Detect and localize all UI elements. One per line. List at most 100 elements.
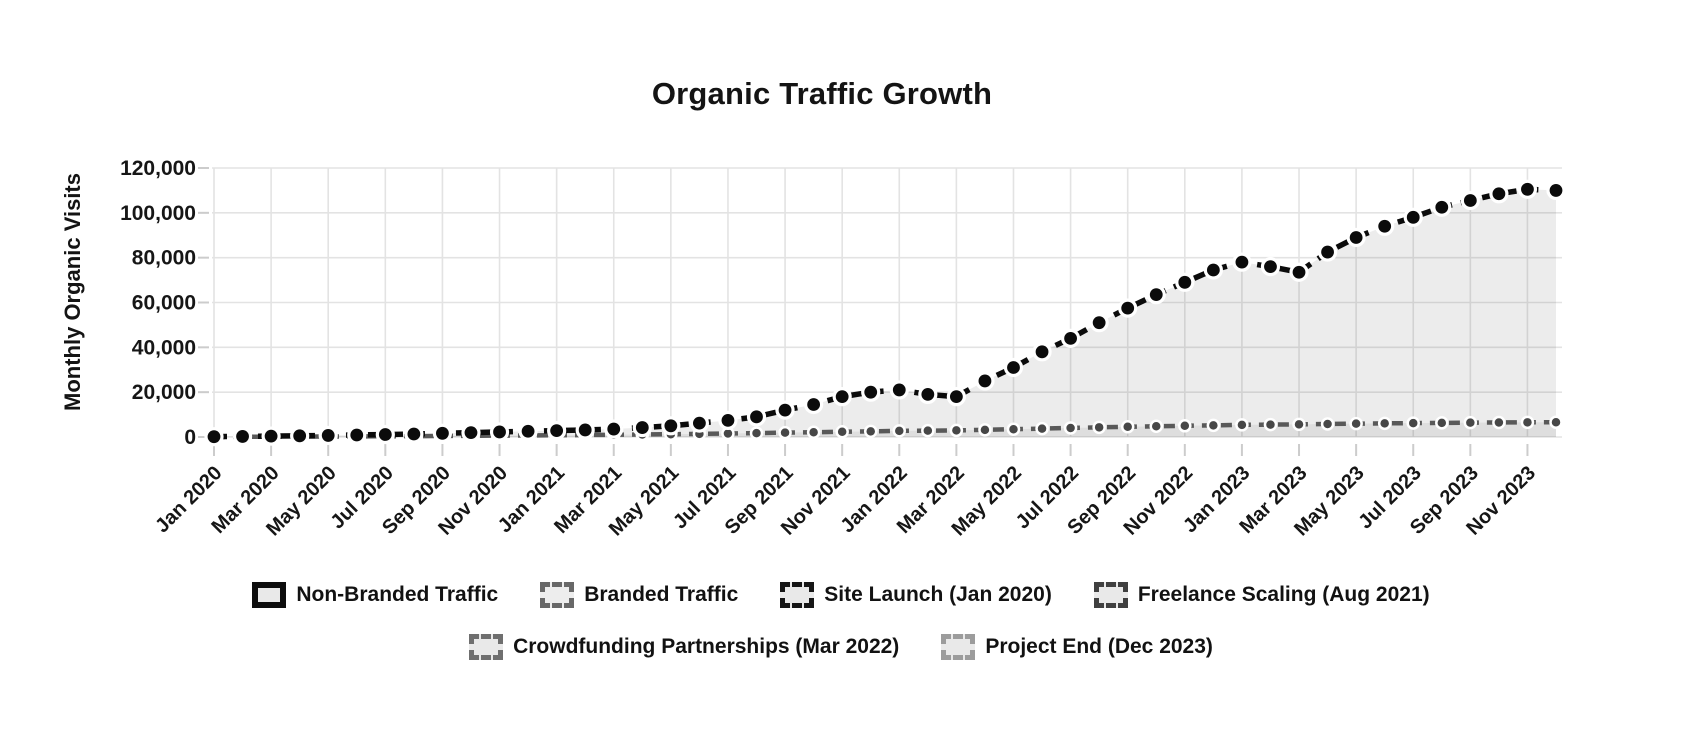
data-point[interactable]	[1060, 328, 1081, 348]
legend-item[interactable]: Project End (Dec 2023)	[941, 634, 1213, 660]
legend-swatch-icon	[540, 582, 575, 608]
data-point[interactable]	[318, 425, 338, 446]
data-point[interactable]	[946, 387, 966, 407]
data-point[interactable]	[204, 427, 224, 447]
data-point[interactable]	[949, 423, 964, 438]
y-tick-label: 60,000	[132, 292, 196, 315]
chart-title: Organic Traffic Growth	[651, 76, 993, 111]
data-point[interactable]	[1346, 227, 1366, 248]
data-point[interactable]	[1032, 342, 1052, 362]
data-point[interactable]	[1432, 197, 1452, 217]
legend-row-2: Crowdfunding Partnerships (Mar 2022) Proj…	[0, 634, 1682, 660]
data-point[interactable]	[718, 410, 738, 431]
data-point[interactable]	[832, 387, 852, 407]
data-point[interactable]	[1146, 285, 1166, 305]
data-point[interactable]	[1063, 421, 1078, 435]
data-point[interactable]	[1460, 190, 1480, 211]
data-point[interactable]	[1517, 179, 1538, 199]
data-point[interactable]	[547, 421, 567, 441]
data-point[interactable]	[1403, 207, 1423, 227]
data-point[interactable]	[1092, 420, 1106, 435]
data-point[interactable]	[1178, 419, 1192, 433]
data-point[interactable]	[1292, 417, 1306, 432]
y-tick-label: 100,000	[120, 202, 196, 225]
data-point[interactable]	[1406, 416, 1420, 430]
data-point[interactable]	[518, 421, 538, 441]
legend-item[interactable]: Freelance Scaling (Aug 2021)	[1093, 582, 1430, 608]
data-point[interactable]	[661, 416, 681, 436]
data-point[interactable]	[861, 382, 881, 402]
data-point[interactable]	[892, 424, 907, 438]
data-point[interactable]	[232, 426, 253, 447]
data-point[interactable]	[863, 424, 878, 439]
data-point[interactable]	[1489, 184, 1509, 204]
data-point[interactable]	[461, 423, 481, 443]
data-point[interactable]	[1317, 242, 1338, 262]
data-point[interactable]	[804, 394, 824, 415]
data-point[interactable]	[1435, 416, 1449, 430]
data-point[interactable]	[1549, 415, 1563, 429]
data-point[interactable]	[1206, 418, 1221, 433]
legend-item[interactable]: Branded Traffic	[540, 582, 738, 608]
data-point[interactable]	[632, 417, 652, 438]
data-point[interactable]	[1232, 252, 1252, 272]
data-point[interactable]	[575, 420, 595, 440]
y-axis-title: Monthly Organic Visits	[60, 173, 85, 411]
series-line-1	[213, 419, 1557, 440]
data-point[interactable]	[1260, 257, 1281, 277]
data-point[interactable]	[1349, 416, 1363, 431]
data-point[interactable]	[918, 384, 938, 405]
data-point[interactable]	[1003, 357, 1024, 378]
data-point[interactable]	[778, 425, 792, 440]
data-point[interactable]	[290, 426, 310, 446]
data-point[interactable]	[1377, 416, 1392, 431]
data-point[interactable]	[375, 424, 395, 445]
area-fill-0	[214, 189, 1556, 437]
data-point[interactable]	[1118, 298, 1138, 318]
legend-item[interactable]: Site Launch (Jan 2020)	[780, 582, 1052, 608]
data-point[interactable]	[978, 423, 992, 437]
data-point[interactable]	[1175, 272, 1195, 292]
legend-swatch-icon	[941, 634, 976, 660]
organic-traffic-growth-chart: 020,00040,00060,00080,000100,000120,000J…	[60, 157, 1566, 540]
data-point[interactable]	[347, 425, 367, 445]
data-point[interactable]	[975, 371, 995, 391]
data-point[interactable]	[689, 413, 710, 433]
data-point[interactable]	[1375, 216, 1395, 236]
data-point[interactable]	[1149, 419, 1164, 433]
data-point[interactable]	[1120, 420, 1135, 434]
data-point[interactable]	[889, 380, 909, 400]
legend-item[interactable]: Crowdfunding Partnerships (Mar 2022)	[469, 634, 899, 660]
data-point[interactable]	[604, 419, 624, 439]
data-point[interactable]	[1235, 418, 1249, 432]
data-point[interactable]	[749, 426, 764, 440]
y-tick-label: 0	[184, 426, 196, 449]
data-point[interactable]	[1520, 415, 1535, 430]
data-point[interactable]	[1546, 180, 1566, 201]
legend-label: Branded Traffic	[584, 583, 739, 606]
data-point[interactable]	[835, 425, 849, 439]
legend-swatch-icon	[252, 582, 287, 608]
data-point[interactable]	[746, 407, 767, 427]
data-point[interactable]	[1263, 417, 1278, 432]
data-point[interactable]	[1289, 262, 1309, 282]
y-tick-label: 80,000	[132, 247, 196, 270]
data-point[interactable]	[921, 423, 935, 438]
data-point[interactable]	[806, 425, 821, 439]
legend-label: Crowdfunding Partnerships (Mar 2022)	[513, 635, 900, 658]
data-point[interactable]	[1089, 313, 1109, 333]
data-point[interactable]	[1492, 415, 1506, 430]
data-point[interactable]	[1320, 417, 1335, 431]
legend-swatch-icon	[1093, 582, 1128, 608]
data-point[interactable]	[432, 423, 453, 443]
data-point[interactable]	[1203, 260, 1223, 280]
data-point[interactable]	[775, 400, 795, 420]
data-point[interactable]	[1006, 422, 1021, 436]
data-point[interactable]	[489, 422, 510, 442]
data-point[interactable]	[404, 424, 424, 444]
legend-item[interactable]: Non-Branded Traffic	[252, 582, 498, 608]
legend-label: Non-Branded Traffic	[296, 583, 499, 606]
data-point[interactable]	[1035, 421, 1049, 436]
data-point[interactable]	[261, 426, 281, 446]
data-point[interactable]	[1463, 415, 1478, 430]
